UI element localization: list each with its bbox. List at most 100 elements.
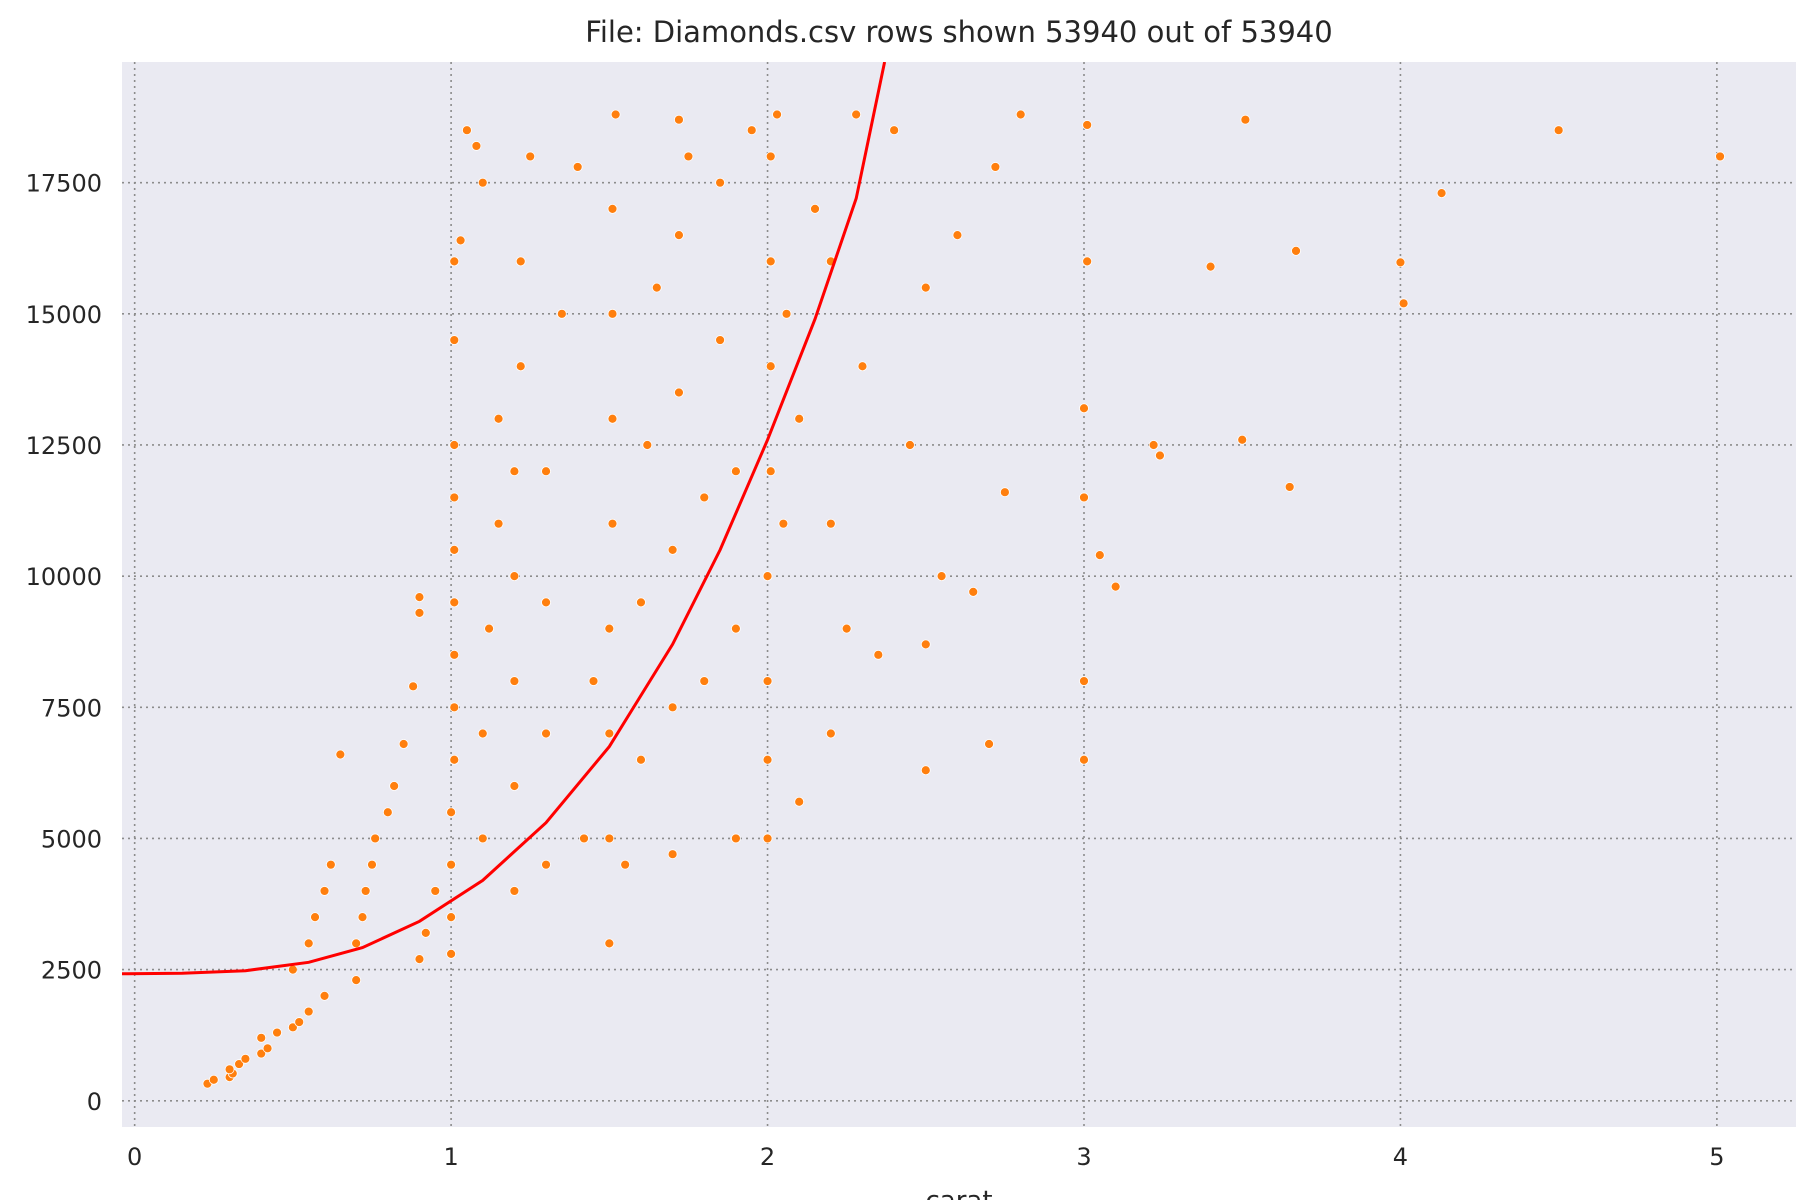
scatter-point	[1015, 109, 1026, 120]
scatter-point	[762, 676, 773, 686]
scatter-point	[449, 597, 460, 608]
scatter-point	[762, 571, 773, 582]
y-tick-label: 10000	[26, 563, 102, 591]
x-tick-label: 5	[1709, 1143, 1724, 1171]
scatter-point	[1079, 754, 1089, 765]
scatter-point	[294, 1017, 305, 1027]
scatter-point	[208, 1074, 219, 1085]
scatter-point	[1715, 151, 1725, 162]
scatter-point	[446, 859, 457, 870]
scatter-point	[636, 754, 646, 765]
scatter-point	[303, 1006, 314, 1017]
scatter-point	[1079, 676, 1089, 686]
scatter-point	[731, 466, 741, 477]
scatter-point	[607, 203, 618, 214]
scatter-point	[525, 151, 536, 162]
scatter-point	[999, 487, 1010, 498]
scatter-point	[1398, 298, 1409, 309]
scatter-point	[607, 413, 618, 424]
scatter-point	[642, 440, 653, 450]
scatter-point	[772, 109, 782, 120]
x-axis-ticks: 0 1 2 3 4 5	[127, 1143, 1725, 1171]
scatter-point	[420, 927, 431, 938]
scatter-point	[414, 607, 425, 618]
scatter-point	[810, 203, 820, 214]
scatter-point	[715, 177, 725, 188]
scatter-point	[699, 676, 710, 686]
scatter-point	[857, 361, 868, 372]
scatter-point	[610, 109, 621, 120]
scatter-point	[446, 807, 457, 818]
scatter-point	[778, 518, 789, 529]
scatter-point	[936, 571, 947, 582]
x-axis-label: carat	[925, 1186, 992, 1200]
scatter-point	[1284, 482, 1295, 492]
scatter-point	[765, 361, 776, 372]
scatter-point	[667, 702, 678, 713]
fit-line	[122, 62, 887, 976]
scatter-point	[414, 592, 425, 603]
scatter-point	[287, 1022, 298, 1033]
scatter-point	[794, 796, 805, 807]
scatter-point	[509, 781, 520, 791]
scatter-point	[699, 492, 710, 503]
scatter-point	[310, 912, 320, 923]
scatter-point	[607, 308, 618, 319]
scatter-point	[920, 639, 931, 650]
scatter-point	[889, 125, 900, 136]
y-tick-label: 7500	[41, 694, 102, 722]
scatter-point	[765, 466, 776, 477]
scatter-point	[449, 440, 460, 450]
scatter-point	[382, 807, 393, 818]
scatter-point	[446, 912, 457, 923]
y-tick-label: 5000	[41, 825, 102, 853]
scatter-point	[952, 230, 963, 241]
scatter-point	[1094, 550, 1105, 561]
scatter-point	[1110, 581, 1121, 592]
scatter-point	[449, 649, 460, 660]
scatter-point	[446, 948, 457, 959]
scatter-point	[731, 623, 741, 634]
scatter-point	[1079, 403, 1089, 414]
scatter-point	[509, 676, 520, 686]
scatter-point	[873, 649, 884, 660]
scatter-point	[620, 859, 631, 870]
scatter-point	[604, 938, 615, 949]
scatter-point	[240, 1053, 251, 1064]
scatter-point	[477, 177, 488, 188]
scatter-point	[351, 938, 362, 949]
scatter-point	[398, 739, 409, 749]
scatter-point	[449, 256, 460, 267]
scatter-point	[746, 125, 757, 136]
scatter-point	[256, 1048, 267, 1059]
y-axis-ticks: 0 2500 5000 7500 10000 12500 15000 17500	[26, 170, 102, 1116]
scatter-point	[509, 886, 520, 896]
scatter-point	[319, 886, 330, 896]
scatter-point	[683, 151, 694, 162]
scatter-point	[367, 859, 377, 870]
scatter-point	[449, 335, 460, 345]
scatter-point	[541, 728, 551, 739]
x-tick-label: 1	[443, 1143, 458, 1171]
scatter-point	[984, 739, 994, 749]
scatter-point	[715, 335, 725, 345]
scatter-point	[1553, 125, 1564, 136]
scatter-point	[825, 728, 836, 739]
scatter-point	[604, 728, 615, 739]
scatter-point	[449, 492, 460, 503]
chart-title: File: Diamonds.csv rows shown 53940 out …	[585, 15, 1332, 49]
scatter-point	[484, 623, 494, 634]
scatter-point	[825, 518, 836, 529]
x-tick-label: 4	[1393, 1143, 1408, 1171]
scatter-point	[674, 114, 684, 125]
scatter-point	[319, 990, 330, 1001]
scatter-point	[794, 413, 805, 424]
scatter-point	[462, 125, 472, 136]
scatter-point	[351, 975, 362, 986]
scatter-point	[493, 518, 504, 529]
scatter-point	[579, 833, 589, 844]
scatter-point	[541, 859, 551, 870]
scatter-point	[262, 1043, 273, 1054]
y-tick-label: 2500	[41, 957, 102, 985]
scatter-point	[515, 361, 526, 372]
